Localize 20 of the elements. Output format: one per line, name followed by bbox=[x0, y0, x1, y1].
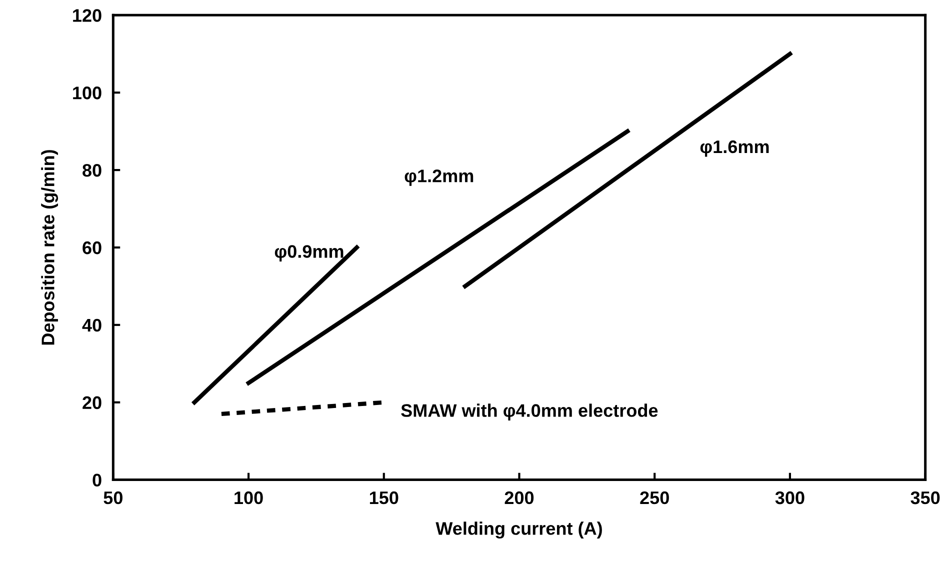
x-tick-label: 100 bbox=[234, 491, 263, 504]
y-tick-label: 120 bbox=[73, 9, 102, 22]
y-axis-title: Deposition rate (g/min) bbox=[41, 150, 58, 345]
x-tick-label: 250 bbox=[640, 491, 669, 504]
y-tick-label: 40 bbox=[82, 318, 102, 332]
series-label: SMAW with φ4.0mm electrode bbox=[401, 404, 658, 421]
x-tick-label: 50 bbox=[104, 491, 122, 504]
x-axis-title: Welding current (A) bbox=[436, 522, 602, 539]
y-tick-label: 0 bbox=[92, 474, 102, 487]
y-tick-label: 80 bbox=[82, 164, 102, 177]
text: φ1.2mm bbox=[404, 170, 474, 186]
y-tick-label: 60 bbox=[82, 241, 102, 254]
series-label: φ1.6mm bbox=[700, 140, 769, 157]
series-label: φ0.9mm bbox=[274, 245, 344, 262]
x-tick-label: 150 bbox=[370, 491, 398, 504]
x-tick-label: 300 bbox=[775, 491, 804, 504]
x-tick-label: 200 bbox=[504, 491, 534, 504]
y-tick-label: 20 bbox=[82, 396, 102, 410]
y-tick-label: 100 bbox=[73, 86, 102, 100]
x-tick-label: 350 bbox=[910, 491, 940, 504]
